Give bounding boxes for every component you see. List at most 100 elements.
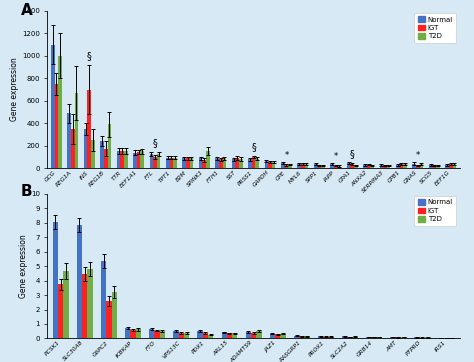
Text: *: * xyxy=(416,151,420,160)
Bar xyxy=(124,151,128,168)
Bar xyxy=(280,334,286,338)
Bar xyxy=(281,163,285,168)
Bar xyxy=(353,337,358,338)
Bar xyxy=(432,165,436,168)
Bar xyxy=(232,159,236,168)
Bar xyxy=(84,129,88,168)
Bar xyxy=(227,333,232,338)
Bar xyxy=(396,337,401,338)
Bar xyxy=(221,332,227,338)
Bar xyxy=(58,284,64,338)
Y-axis label: Gene expression: Gene expression xyxy=(19,234,28,298)
Bar xyxy=(285,165,288,168)
Bar xyxy=(64,271,69,338)
Bar xyxy=(219,159,222,168)
Bar xyxy=(416,165,419,168)
Bar xyxy=(268,162,272,168)
Bar xyxy=(184,333,189,338)
Bar xyxy=(347,163,350,168)
Bar xyxy=(82,274,87,338)
Bar xyxy=(108,125,111,168)
Bar xyxy=(414,337,420,338)
Bar xyxy=(117,151,120,168)
Bar xyxy=(179,333,184,338)
Bar xyxy=(294,336,299,338)
Bar xyxy=(342,336,347,338)
Bar xyxy=(304,336,310,338)
Bar xyxy=(232,333,237,338)
Text: §: § xyxy=(251,142,256,152)
Bar xyxy=(425,337,430,338)
Bar xyxy=(71,129,75,168)
Bar xyxy=(170,157,173,168)
Bar xyxy=(153,157,157,168)
Bar xyxy=(321,165,325,168)
Bar xyxy=(449,164,453,168)
Bar xyxy=(75,93,78,168)
Bar xyxy=(251,333,256,338)
Bar xyxy=(299,336,304,338)
Bar xyxy=(137,152,140,168)
Bar xyxy=(366,337,372,338)
Bar xyxy=(166,157,170,168)
Bar xyxy=(203,333,208,338)
Bar xyxy=(208,335,213,338)
Bar xyxy=(354,165,357,168)
Bar xyxy=(305,164,308,168)
Legend: Normal, IGT, T2D: Normal, IGT, T2D xyxy=(414,13,456,43)
Bar xyxy=(445,165,449,168)
Bar xyxy=(255,159,259,168)
Bar xyxy=(150,154,153,168)
Bar xyxy=(390,337,396,338)
Bar xyxy=(140,151,144,168)
Bar xyxy=(215,158,219,168)
Bar xyxy=(387,165,391,168)
Text: *: * xyxy=(334,152,338,161)
Bar xyxy=(372,337,377,338)
Bar xyxy=(412,164,416,168)
Bar xyxy=(106,301,111,338)
Bar xyxy=(328,337,334,338)
Bar xyxy=(318,336,323,338)
Bar xyxy=(111,292,117,338)
Bar xyxy=(436,165,440,168)
Bar xyxy=(173,331,179,338)
Text: A: A xyxy=(20,3,32,18)
Bar xyxy=(149,329,155,338)
Bar xyxy=(236,158,239,168)
Bar xyxy=(133,153,137,168)
Bar xyxy=(334,165,337,168)
Text: §: § xyxy=(153,138,157,148)
Bar xyxy=(337,166,341,168)
Bar xyxy=(347,337,353,338)
Bar xyxy=(270,334,275,338)
Bar xyxy=(202,160,206,168)
Bar xyxy=(157,154,160,168)
Bar xyxy=(53,222,58,338)
Bar xyxy=(246,332,251,338)
Bar xyxy=(51,45,55,168)
Bar xyxy=(367,165,370,168)
Bar xyxy=(88,90,91,168)
Bar xyxy=(396,165,400,168)
Bar xyxy=(239,159,243,168)
Y-axis label: Gene expression: Gene expression xyxy=(10,58,19,122)
Text: §: § xyxy=(87,51,92,62)
Bar xyxy=(403,164,407,168)
Bar xyxy=(400,164,403,168)
Bar xyxy=(314,164,318,168)
Bar xyxy=(77,225,82,338)
Text: §: § xyxy=(350,149,355,159)
Bar xyxy=(173,157,177,168)
Bar xyxy=(186,158,190,168)
Bar xyxy=(91,140,95,168)
Bar xyxy=(363,165,367,168)
Bar xyxy=(323,337,328,338)
Bar xyxy=(120,151,124,168)
Bar xyxy=(155,331,160,338)
Bar xyxy=(160,331,165,338)
Bar xyxy=(256,331,262,338)
Bar xyxy=(100,141,104,168)
Bar xyxy=(130,330,136,338)
Bar xyxy=(252,157,255,168)
